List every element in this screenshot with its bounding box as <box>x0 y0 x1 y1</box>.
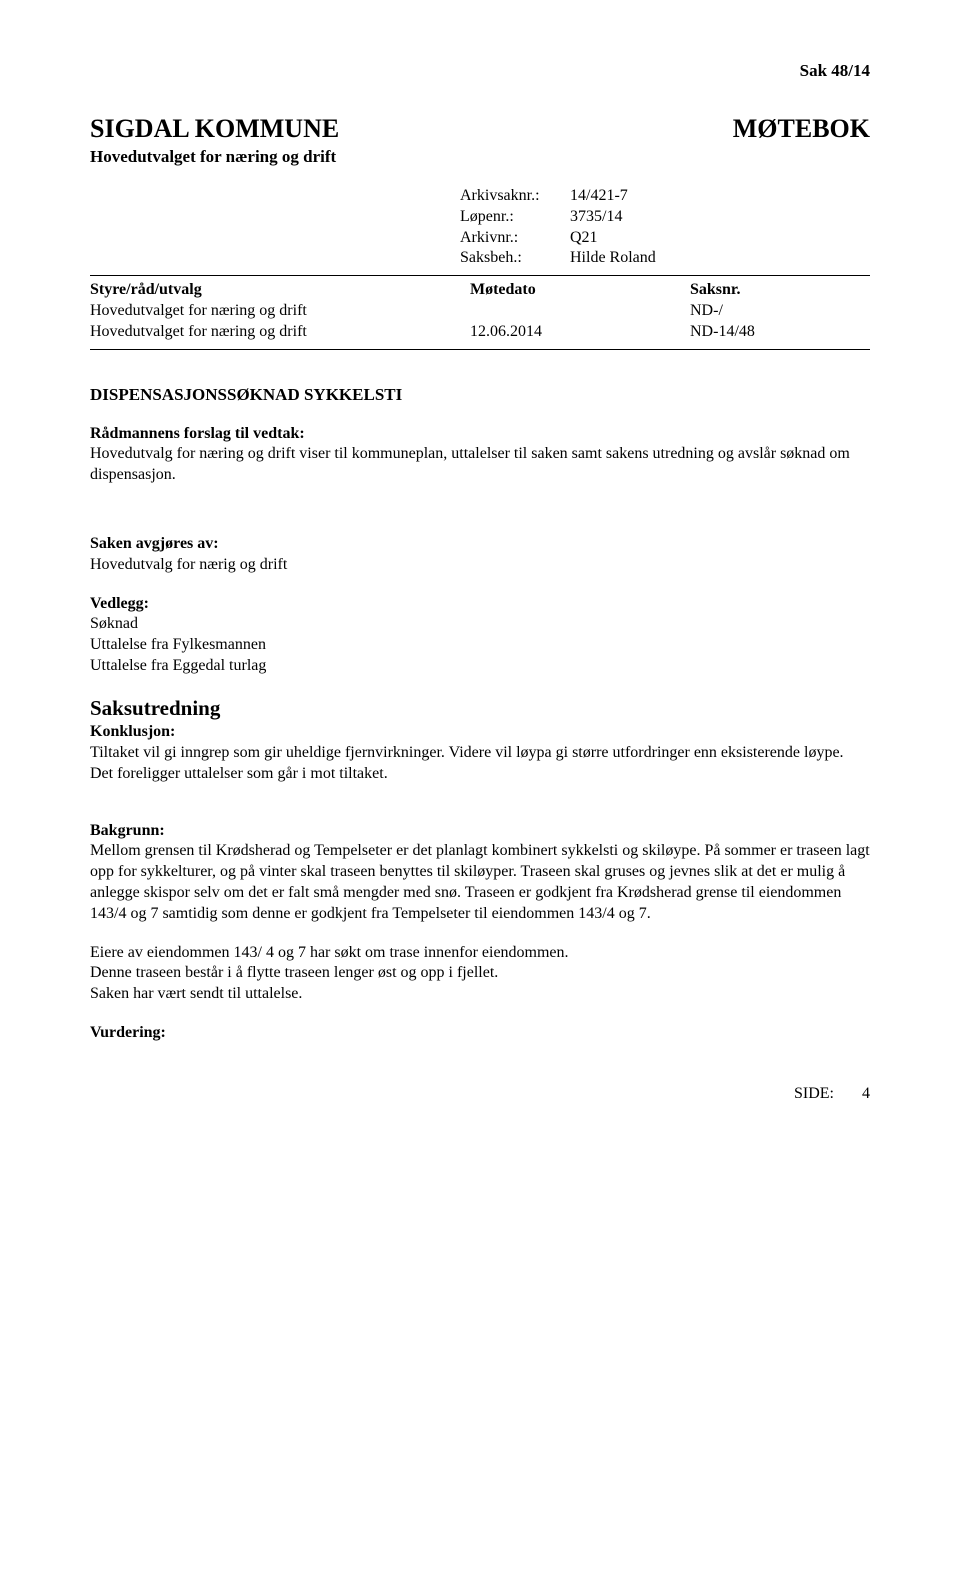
vedlegg-item: Uttalelse fra Eggedal turlag <box>90 656 870 677</box>
forslag-heading: Rådmannens forslag til vedtak: <box>90 424 870 445</box>
table-header-saksnr: Saksnr. <box>690 280 870 301</box>
bakgrunn-p1: Mellom grensen til Krødsherad og Tempels… <box>90 841 870 924</box>
table-cell: Hovedutvalget for næring og drift <box>90 322 470 343</box>
page-footer: SIDE: 4 <box>90 1084 870 1105</box>
case-reference: Sak 48/14 <box>90 60 870 82</box>
table-cell: ND-/ <box>690 301 870 322</box>
lopenr-label: Løpenr.: <box>460 207 570 228</box>
lopenr-value: 3735/14 <box>570 207 622 228</box>
saksutredning-heading: Saksutredning <box>90 695 870 722</box>
table-row: Hovedutvalget for næring og drift 12.06.… <box>90 322 870 343</box>
bakgrunn-p2-line: Saken har vært sendt til uttalelse. <box>90 984 870 1005</box>
bakgrunn-p2-line: Eiere av eiendommen 143/ 4 og 7 har søkt… <box>90 943 870 964</box>
avgjores-heading: Saken avgjøres av: <box>90 534 870 555</box>
bakgrunn-p2-line: Denne traseen består i å flytte traseen … <box>90 963 870 984</box>
divider-top <box>90 275 870 276</box>
divider-bottom <box>90 349 870 350</box>
document-type: MØTEBOK <box>733 112 870 146</box>
table-cell: 12.06.2014 <box>470 322 690 343</box>
case-title: DISPENSASJONSSØKNAD SYKKELSTI <box>90 384 870 406</box>
bakgrunn-heading: Bakgrunn: <box>90 821 870 842</box>
committee-table: Styre/råd/utvalg Møtedato Saksnr. Hovedu… <box>90 280 870 342</box>
konklusjon-heading: Konklusjon: <box>90 722 870 743</box>
arkivsaknr-value: 14/421-7 <box>570 186 628 207</box>
table-cell <box>470 301 690 322</box>
vedlegg-item: Uttalelse fra Fylkesmannen <box>90 635 870 656</box>
table-header-utvalg: Styre/råd/utvalg <box>90 280 470 301</box>
vedlegg-item: Søknad <box>90 614 870 635</box>
side-label: SIDE: <box>794 1085 834 1102</box>
saksbeh-value: Hilde Roland <box>570 248 656 269</box>
arkivnr-label: Arkivnr.: <box>460 228 570 249</box>
vurdering-heading: Vurdering: <box>90 1023 870 1044</box>
table-cell: ND-14/48 <box>690 322 870 343</box>
table-header-motedato: Møtedato <box>470 280 690 301</box>
side-value: 4 <box>862 1085 870 1102</box>
arkivnr-value: Q21 <box>570 228 598 249</box>
committee-name: Hovedutvalget for næring og drift <box>90 146 870 168</box>
vedlegg-heading: Vedlegg: <box>90 594 870 615</box>
forslag-text: Hovedutvalg for næring og drift viser ti… <box>90 444 870 486</box>
organization-name: SIGDAL KOMMUNE <box>90 112 339 146</box>
konklusjon-text: Tiltaket vil gi inngrep som gir uheldige… <box>90 743 870 785</box>
avgjores-text: Hovedutvalg for nærig og drift <box>90 555 870 576</box>
vedlegg-list: Søknad Uttalelse fra Fylkesmannen Uttale… <box>90 614 870 676</box>
table-cell: Hovedutvalget for næring og drift <box>90 301 470 322</box>
table-row: Hovedutvalget for næring og drift ND-/ <box>90 301 870 322</box>
saksbeh-label: Saksbeh.: <box>460 248 570 269</box>
metadata-block: Arkivsaknr.: 14/421-7 Løpenr.: 3735/14 A… <box>460 186 870 269</box>
arkivsaknr-label: Arkivsaknr.: <box>460 186 570 207</box>
